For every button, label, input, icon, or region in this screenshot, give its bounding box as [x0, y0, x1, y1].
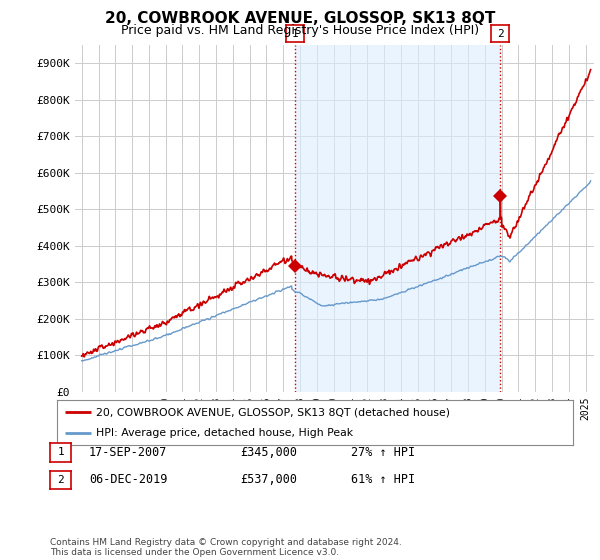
Text: 1: 1 [292, 29, 299, 39]
Text: 2: 2 [57, 475, 64, 485]
Text: £537,000: £537,000 [240, 473, 297, 487]
Text: 2: 2 [497, 29, 503, 39]
Text: 61% ↑ HPI: 61% ↑ HPI [351, 473, 415, 487]
Text: Price paid vs. HM Land Registry's House Price Index (HPI): Price paid vs. HM Land Registry's House … [121, 24, 479, 36]
Text: Contains HM Land Registry data © Crown copyright and database right 2024.
This d: Contains HM Land Registry data © Crown c… [50, 538, 401, 557]
Text: 17-SEP-2007: 17-SEP-2007 [89, 446, 167, 459]
Text: 06-DEC-2019: 06-DEC-2019 [89, 473, 167, 487]
Text: HPI: Average price, detached house, High Peak: HPI: Average price, detached house, High… [96, 428, 353, 438]
Bar [295, 45, 500, 392]
Text: 20, COWBROOK AVENUE, GLOSSOP, SK13 8QT: 20, COWBROOK AVENUE, GLOSSOP, SK13 8QT [105, 11, 495, 26]
Text: 20, COWBROOK AVENUE, GLOSSOP, SK13 8QT (detached house): 20, COWBROOK AVENUE, GLOSSOP, SK13 8QT (… [96, 408, 450, 418]
Text: £345,000: £345,000 [240, 446, 297, 459]
Text: 27% ↑ HPI: 27% ↑ HPI [351, 446, 415, 459]
Text: 1: 1 [57, 447, 64, 458]
